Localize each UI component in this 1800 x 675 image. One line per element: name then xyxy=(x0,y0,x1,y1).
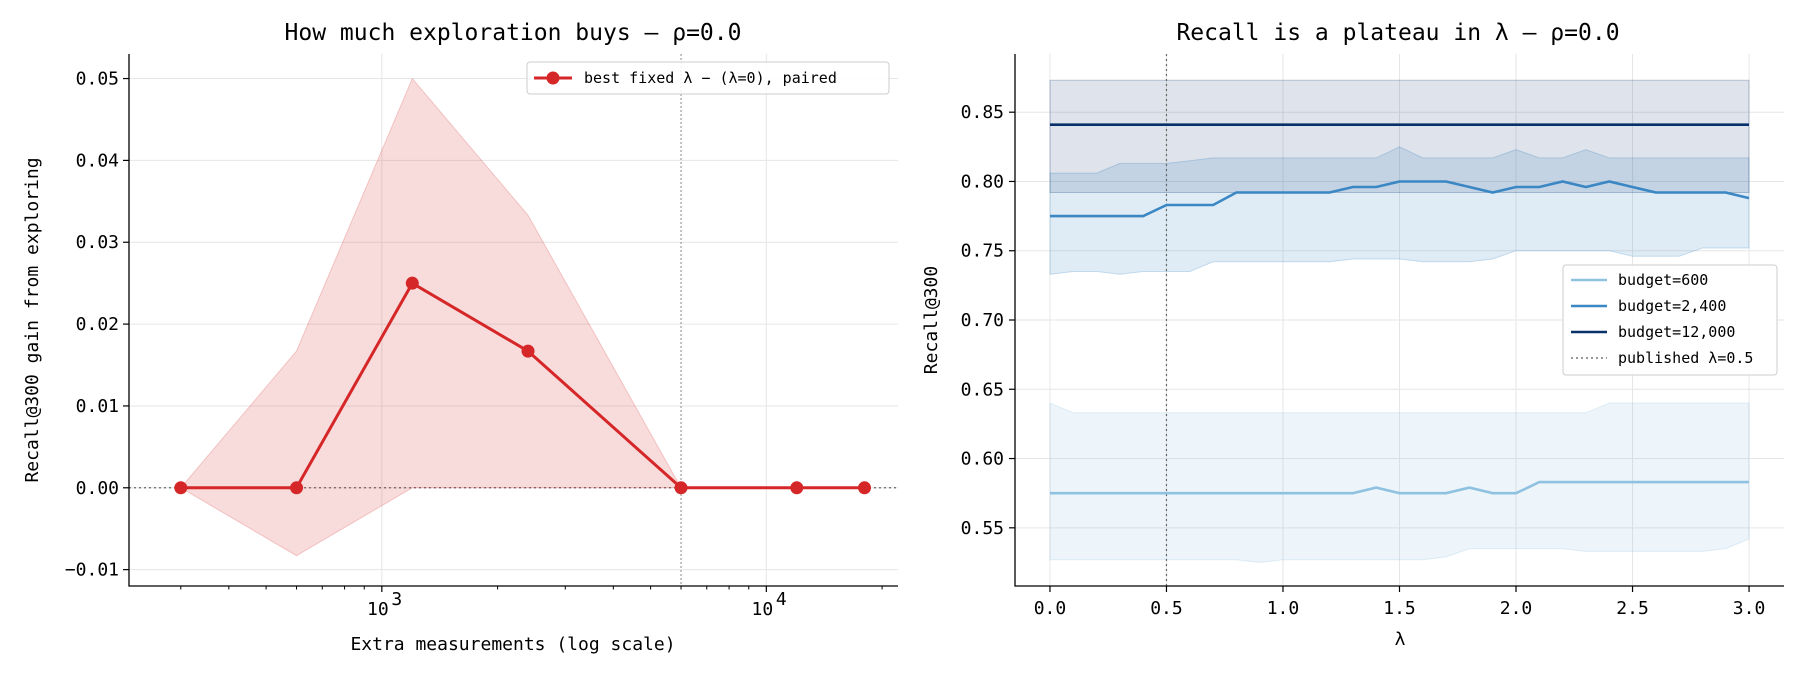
right-x-ticks: 0.0 0.5 1.0 1.5 2.0 2.5 3.0 xyxy=(1034,586,1766,619)
right-xtick-label-4: 2.0 xyxy=(1500,598,1533,619)
left-point-0-6 xyxy=(857,481,871,495)
left-point-0-2 xyxy=(405,276,419,290)
left-point-0-0 xyxy=(174,481,188,495)
right-ytick-label-2: 0.65 xyxy=(961,379,1004,400)
right-y-ticks: 0.55 0.60 0.65 0.70 0.75 0.80 0.85 xyxy=(961,102,1015,539)
right-xtick-label-2: 1.0 xyxy=(1267,598,1300,619)
left-point-0-3 xyxy=(521,344,535,358)
right-line-series-1 xyxy=(1050,180,1750,218)
left-legend-label: best fixed λ − (λ=0), paired xyxy=(584,69,837,87)
left-ytick-label-1: 0.00 xyxy=(76,478,119,499)
left-chart: How much exploration buys — ρ=0.0 10 3 10 4… xyxy=(22,20,898,655)
right-xtick-label-6: 3.0 xyxy=(1733,598,1766,619)
left-legend-box xyxy=(526,61,890,95)
left-x-axis-label: Extra measurements (log scale) xyxy=(350,634,675,655)
left-confidence-band xyxy=(180,77,865,557)
left-ytick-label-0: −0.01 xyxy=(65,560,119,581)
right-xtick-label-5: 2.5 xyxy=(1616,598,1649,619)
left-ytick-label-2: 0.01 xyxy=(76,396,119,417)
right-ytick-label-6: 0.85 xyxy=(961,102,1004,123)
right-xtick-label-3: 1.5 xyxy=(1383,598,1416,619)
left-point-0-4 xyxy=(674,481,688,495)
right-x-axis-label: λ xyxy=(1395,629,1406,650)
right-xtick-label-1: 0.5 xyxy=(1150,598,1183,619)
right-chart: Recall is a plateau in λ — ρ=0.0 0.0 0.5 1… xyxy=(921,20,1784,650)
right-chart-title: Recall is a plateau in λ — ρ=0.0 xyxy=(1176,20,1619,46)
left-axes-spines xyxy=(128,54,898,587)
left-chart-title: How much exploration buys — ρ=0.0 xyxy=(285,20,742,46)
right-legend-box xyxy=(1562,264,1778,376)
left-band-series-0 xyxy=(180,77,865,557)
right-xtick-label-0: 0.0 xyxy=(1034,598,1067,619)
left-legend-swatch-marker xyxy=(546,71,560,85)
left-xtick-label-0: 10 xyxy=(367,599,389,620)
left-xtick-exponent-1: 4 xyxy=(776,589,787,610)
left-point-0-5 xyxy=(790,481,804,495)
right-ytick-label-5: 0.80 xyxy=(961,171,1004,192)
left-xtick-exponent-0: 3 xyxy=(391,589,402,610)
left-x-ticks: 10 3 10 4 xyxy=(180,586,883,620)
left-series-points xyxy=(174,276,871,495)
right-band-series-1 xyxy=(1049,146,1750,275)
left-point-0-1 xyxy=(290,481,304,495)
left-ytick-label-6: 0.05 xyxy=(76,69,119,90)
right-y-axis-label: Recall@300 xyxy=(921,266,942,374)
left-ytick-label-5: 0.04 xyxy=(76,150,119,171)
right-ytick-label-1: 0.60 xyxy=(961,449,1004,470)
right-legend-label-budget-600: budget=600 xyxy=(1618,271,1708,289)
left-y-ticks: −0.01 0.00 0.01 0.02 0.03 0.04 0.05 xyxy=(65,69,129,581)
left-legend: best fixed λ − (λ=0), paired xyxy=(526,61,890,95)
right-ytick-label-3: 0.70 xyxy=(961,310,1004,331)
right-legend-label-budget-12000: budget=12,000 xyxy=(1618,323,1735,341)
right-band-series-0 xyxy=(1049,402,1750,563)
right-axes-spines xyxy=(1014,54,1784,587)
right-ytick-label-4: 0.75 xyxy=(961,241,1004,262)
right-band-series-2 xyxy=(1049,79,1750,193)
left-ytick-label-4: 0.03 xyxy=(76,232,119,253)
left-y-axis-label: Recall@300 gain from exploring xyxy=(22,157,43,482)
left-xtick-label-1: 10 xyxy=(751,599,773,620)
right-ytick-label-0: 0.55 xyxy=(961,518,1004,539)
right-legend-label-published: published λ=0.5 xyxy=(1618,349,1753,367)
left-ytick-label-3: 0.02 xyxy=(76,314,119,335)
right-line-series-0 xyxy=(1050,480,1749,495)
right-series-lines xyxy=(1050,123,1750,495)
right-legend: budget=600 budget=2,400 budget=12,000 pu… xyxy=(1562,264,1778,376)
right-legend-label-budget-2400: budget=2,400 xyxy=(1618,297,1726,315)
